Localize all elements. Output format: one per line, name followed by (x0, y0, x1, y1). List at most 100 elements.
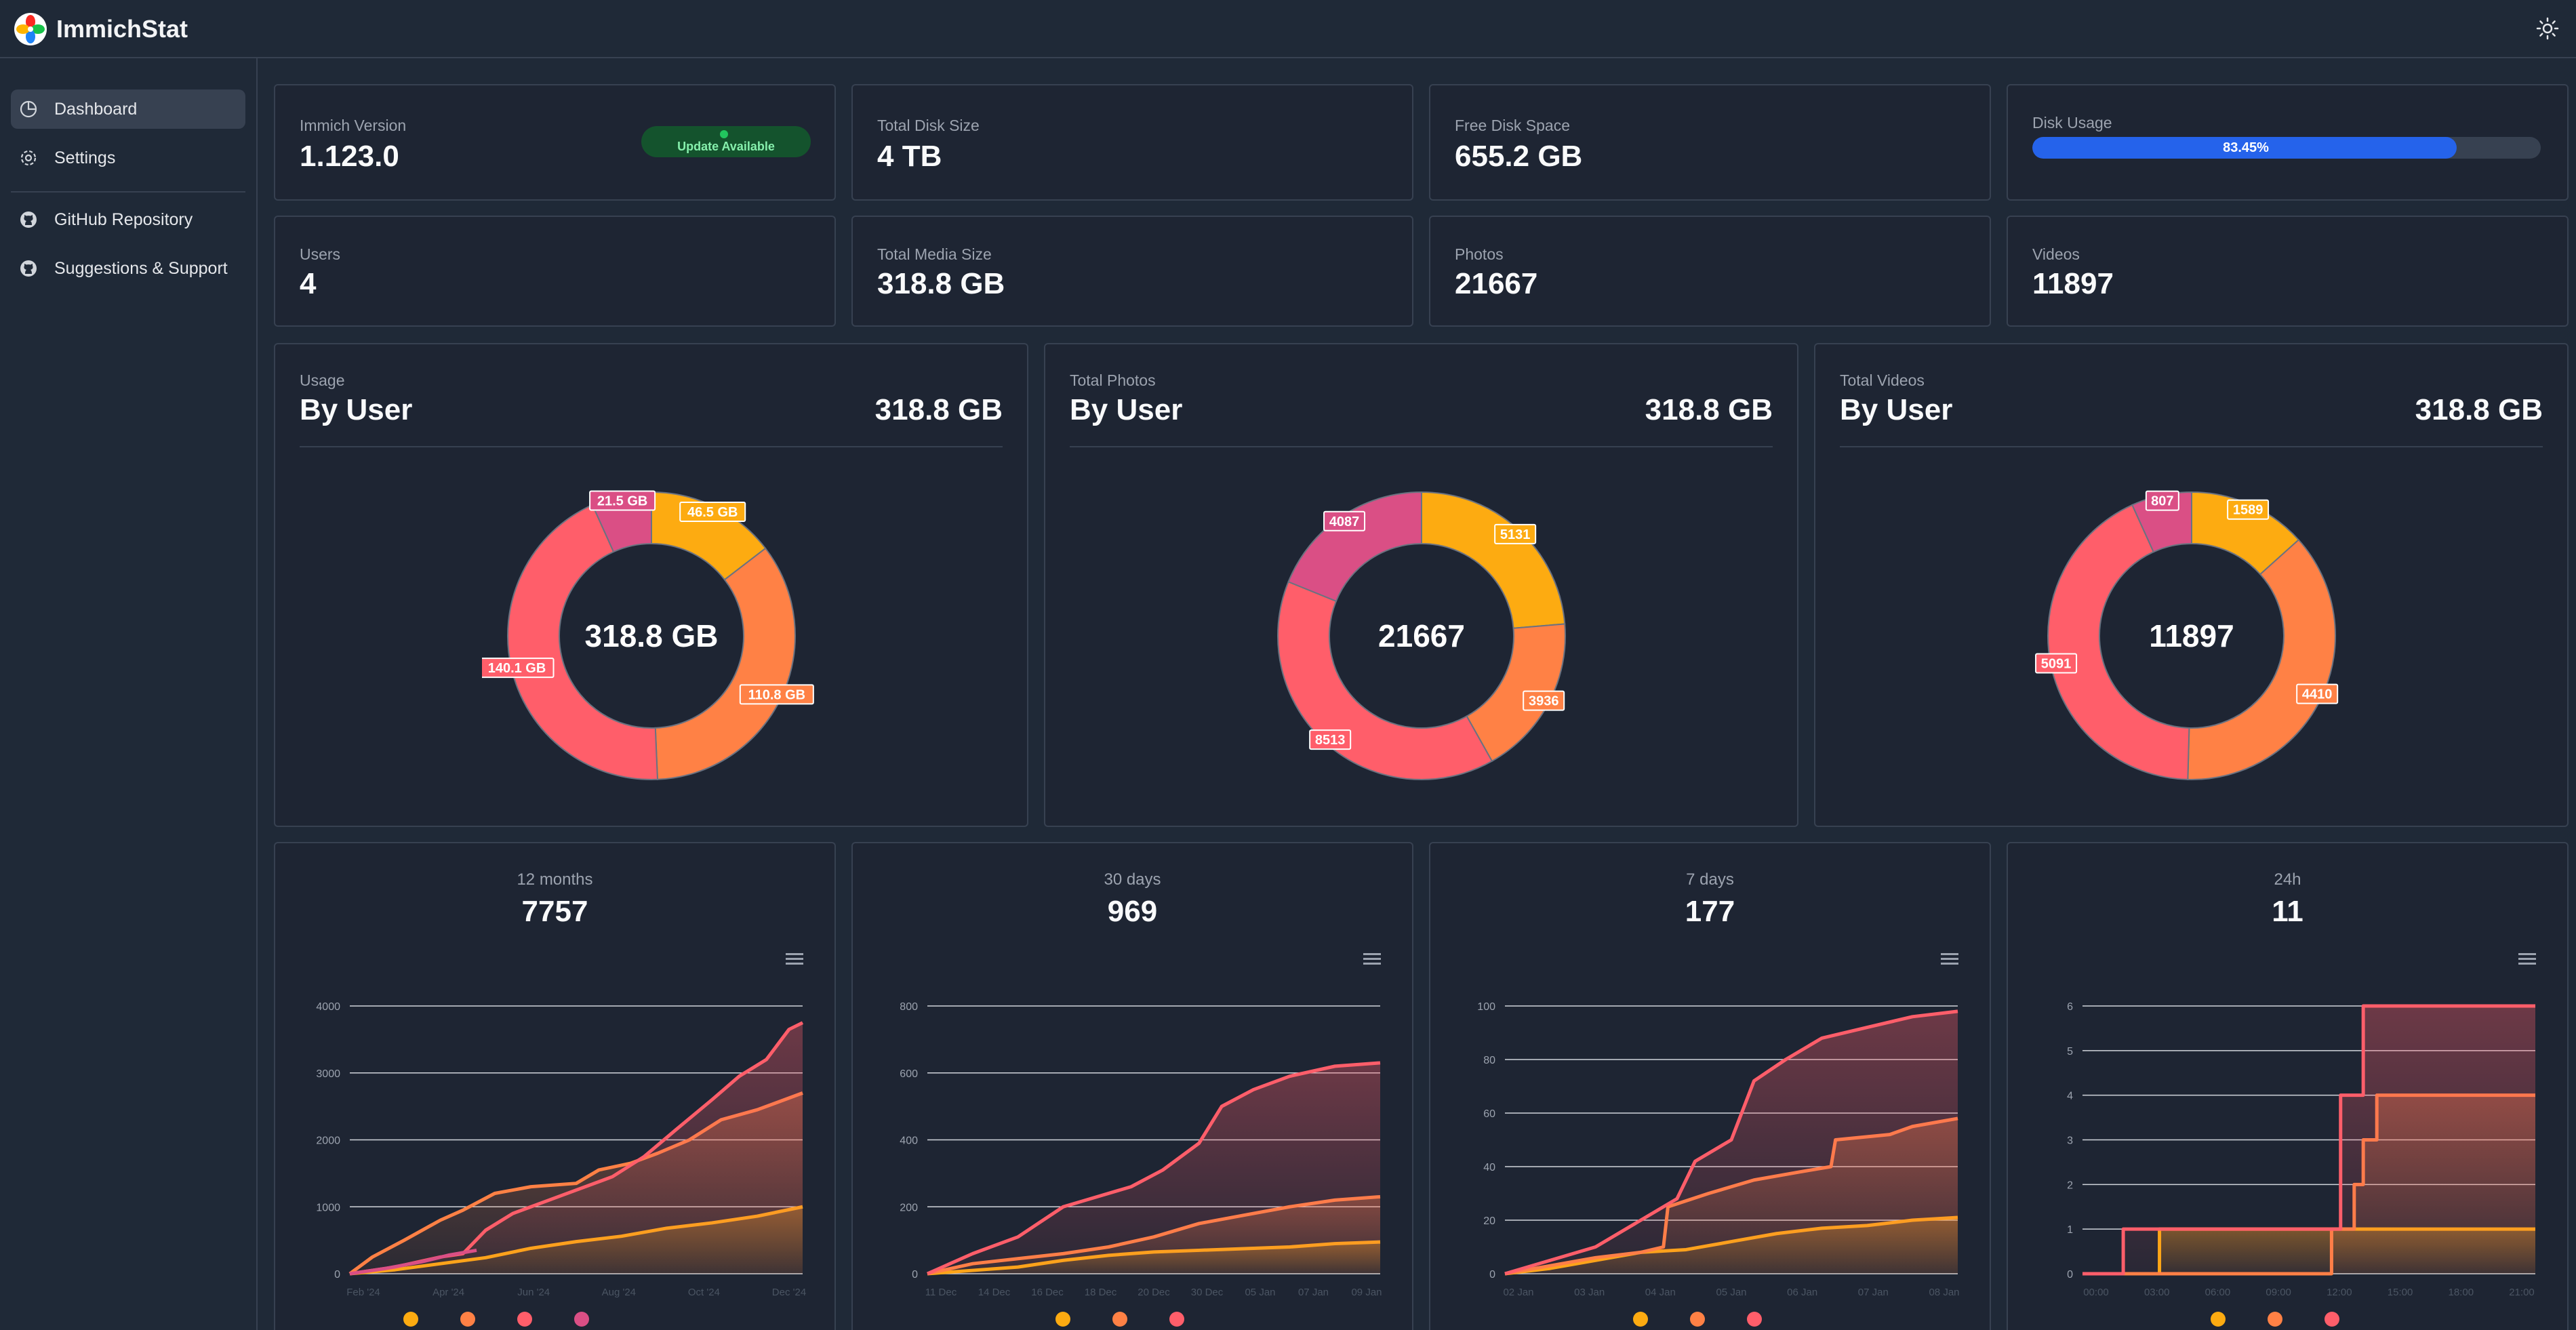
sun-icon[interactable] (2534, 15, 2561, 42)
stat-value: 21667 (1455, 267, 1538, 300)
legend-marker[interactable] (2268, 1312, 2282, 1327)
x-tick-label: 14 Dec (978, 1287, 1011, 1298)
donut-slice[interactable] (2187, 538, 2336, 780)
legend-marker[interactable] (460, 1312, 475, 1327)
legend-marker[interactable] (1169, 1312, 1184, 1327)
slice-label-box (589, 490, 656, 511)
slice-label-box (679, 502, 746, 523)
y-tick-label: 2 (2067, 1180, 2073, 1191)
y-tick-label: 0 (334, 1269, 340, 1281)
sidebar-item-dashboard[interactable]: Dashboard (11, 89, 245, 129)
chart-card-7-days: 7 days 177 0 20 40 60 80 100 02 Jan 03 Jan 04 Ja… (1429, 842, 1991, 1330)
y-tick-label: 0 (1489, 1269, 1495, 1281)
hamburger-menu-icon[interactable] (1941, 952, 1958, 965)
hamburger-menu-icon[interactable] (1363, 952, 1381, 965)
legend-marker[interactable] (2325, 1312, 2339, 1327)
x-tick-label: Aug '24 (602, 1287, 636, 1298)
stat-value: 4 TB (877, 140, 942, 173)
x-tick-label: 20 Dec (1138, 1287, 1170, 1298)
github-icon (20, 211, 37, 228)
stat-value: 11897 (2032, 267, 2114, 300)
legend-marker[interactable] (1633, 1312, 1648, 1327)
chart-count: 7757 (521, 895, 588, 928)
immich-logo-icon[interactable] (14, 12, 47, 46)
panel-subtitle: Usage (300, 371, 345, 389)
slice-label-box (2145, 490, 2179, 511)
cumulative-line-chart: 0 20 40 60 80 100 02 Jan 03 Jan 04 Jan 05 Jan 06 J… (1477, 1001, 1960, 1327)
stat-card-free-disk-space: Free Disk Space 655.2 GB (1429, 84, 1991, 201)
legend-marker[interactable] (403, 1312, 418, 1327)
sidebar-item-github-repository[interactable]: GitHub Repository (11, 200, 245, 239)
slice-data-label: 807 (2151, 494, 2173, 509)
panel-title: By User (1070, 393, 1183, 426)
cumulative-line-chart: 0 1 2 3 4 5 6 00:00 03:00 06:00 09:00 12:00 15:00 18:… (2067, 1001, 2535, 1327)
y-tick-label: 0 (912, 1269, 918, 1281)
y-tick-label: 400 (900, 1135, 918, 1147)
x-tick-label: Apr '24 (432, 1287, 464, 1298)
x-tick-label: 02 Jan (1503, 1287, 1533, 1298)
x-tick-label: 08 Jan (1929, 1287, 1959, 1298)
legend-marker[interactable] (1112, 1312, 1127, 1327)
y-tick-label: 200 (900, 1202, 918, 1213)
legend-marker[interactable] (1055, 1312, 1070, 1327)
donut-slice[interactable] (1277, 580, 1493, 780)
stat-label: Total Disk Size (877, 117, 980, 134)
github-icon (20, 260, 37, 277)
chart-card-12-months: 12 months 7757 0 1000 2000 3000 4000 Feb '24 A… (274, 842, 836, 1330)
slice-data-label: 3936 (1529, 694, 1559, 709)
top-bar: ImmichStat (0, 0, 2576, 58)
donut-slice[interactable] (2047, 504, 2190, 780)
videos-donut-chart: 1589 4410 5091 807 11897 (2035, 490, 2339, 780)
slice-label-box (2035, 653, 2078, 674)
pie-chart-icon (20, 100, 37, 118)
donut-slice[interactable] (654, 547, 796, 780)
series-line[interactable] (926, 1061, 1381, 1276)
y-tick-label: 1 (2067, 1224, 2073, 1236)
donut-slice[interactable] (1421, 491, 1566, 629)
status-dot-icon (720, 130, 728, 138)
stat-label: Videos (2032, 245, 2080, 263)
y-tick-label: 5 (2067, 1046, 2073, 1057)
legend-marker[interactable] (1747, 1312, 1762, 1327)
stat-card-users: Users 4 (274, 216, 836, 327)
slice-label-box (1523, 690, 1565, 711)
chart-period: 24h (2274, 870, 2301, 889)
sidebar-item-label: GitHub Repository (54, 210, 193, 229)
donut-slice[interactable] (507, 504, 659, 780)
slice-label-box (2227, 499, 2270, 520)
legend-marker[interactable] (517, 1312, 532, 1327)
y-tick-label: 40 (1483, 1162, 1495, 1173)
series-line[interactable] (349, 1248, 477, 1276)
series-area (2082, 1006, 2535, 1274)
legend-marker[interactable] (2211, 1312, 2226, 1327)
stat-card-photos: Photos 21667 (1429, 216, 1991, 327)
slice-data-label: 4410 (2302, 687, 2333, 702)
y-tick-label: 1000 (316, 1202, 340, 1213)
donut-slice[interactable] (1287, 491, 1422, 603)
x-tick-label: 07 Jan (1298, 1287, 1329, 1298)
y-tick-label: 0 (2067, 1269, 2073, 1281)
sidebar: Dashboard Settings GitHub Repository Sug… (0, 58, 258, 1330)
chart-card-30-days: 30 days 969 0 200 400 600 800 11 Dec 14 Dec 16 … (851, 842, 1413, 1330)
sidebar-item-settings[interactable]: Settings (11, 138, 245, 178)
x-tick-label: 12:00 (2327, 1287, 2352, 1298)
panel-divider (300, 446, 1003, 447)
sidebar-item-suggestions-support[interactable]: Suggestions & Support (11, 249, 245, 288)
y-tick-label: 4 (2067, 1091, 2073, 1102)
donut-center-value: 318.8 GB (585, 618, 719, 653)
legend-marker[interactable] (574, 1312, 589, 1327)
legend-marker[interactable] (1690, 1312, 1705, 1327)
y-tick-label: 3 (2067, 1135, 2073, 1147)
stat-card-immich-version: Immich Version 1.123.0 Update Available (274, 84, 836, 201)
panel-divider (1070, 446, 1773, 447)
series-line[interactable] (2082, 1004, 2535, 1276)
hamburger-menu-icon[interactable] (786, 952, 803, 965)
hamburger-menu-icon[interactable] (2518, 952, 2536, 965)
disk-usage-progress-fill (2032, 137, 2457, 159)
videos-by-user-panel: Total Videos By User 318.8 GB 1589 4410 50… (1814, 343, 2569, 827)
series-line[interactable] (1504, 1009, 1958, 1276)
cumulative-line-chart: 0 1000 2000 3000 4000 Feb '24 Apr '24 Jun '24 Au… (316, 1001, 806, 1327)
slice-data-label: 1589 (2233, 503, 2263, 518)
app-title[interactable]: ImmichStat (56, 15, 188, 43)
update-available-badge[interactable]: Update Available (641, 126, 811, 157)
